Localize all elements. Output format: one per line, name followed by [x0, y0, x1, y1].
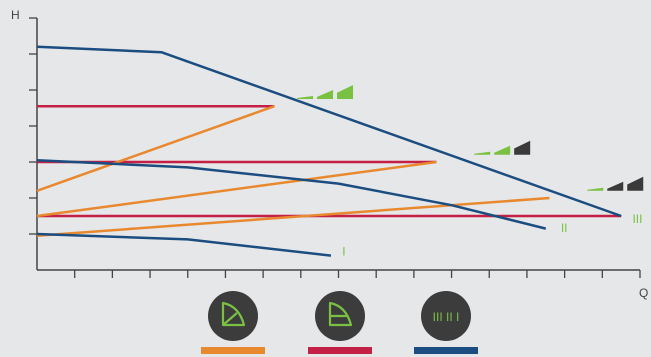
level-indicators — [297, 85, 644, 191]
level-step-3-3 — [627, 176, 644, 191]
proportional-pressure-line-3 — [36, 196, 550, 238]
speed-roman-glyph: III II I — [433, 310, 460, 324]
legend: III II I — [201, 291, 478, 354]
legend-color-bar — [414, 347, 478, 354]
legend-color-bar — [201, 347, 265, 354]
curve-label: II — [561, 221, 568, 235]
level-step-1-1 — [297, 96, 314, 99]
constant-speed-line-3 — [36, 232, 332, 257]
legend-color-bar — [308, 347, 372, 354]
constant-pressure-icon — [315, 291, 365, 341]
level-step-2-3 — [514, 140, 531, 155]
curve-label: I — [342, 245, 345, 259]
proportional-pressure-line-1 — [36, 105, 275, 192]
constant-speed-icon: III II I — [421, 291, 471, 341]
axes — [29, 17, 641, 278]
level-step-1-3 — [337, 85, 354, 99]
level-step-3-2 — [607, 181, 624, 191]
curves — [36, 45, 622, 257]
level-step-3-1 — [587, 187, 604, 191]
constant-speed-line-1 — [36, 45, 622, 218]
y-axis-label: H — [11, 8, 20, 22]
level-step-2-2 — [494, 145, 511, 155]
level-step-1-2 — [317, 90, 334, 99]
proportional-pressure-line-2 — [36, 160, 437, 218]
quarter-arc-glyph — [221, 301, 246, 327]
constant-speed-line-2 — [36, 158, 547, 230]
level-step-2-1 — [474, 151, 491, 155]
curve-label: III — [632, 212, 642, 226]
proportional-pressure-icon — [208, 291, 258, 341]
legend-icon-circle — [421, 291, 471, 341]
x-axis-label: Q — [639, 286, 648, 300]
diagonal-glyph — [222, 312, 238, 326]
quarter-arc-glyph — [328, 301, 353, 327]
